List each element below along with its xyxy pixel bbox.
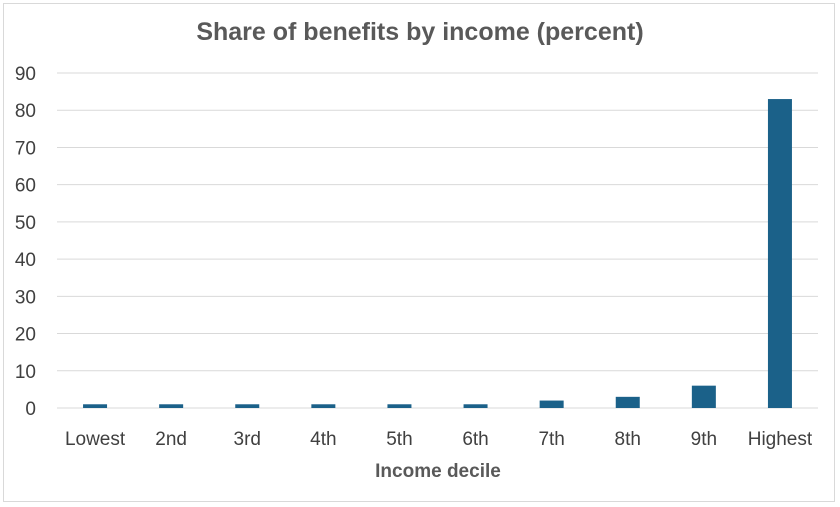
x-tick-label: 2nd xyxy=(155,429,187,450)
bar-5th xyxy=(387,404,412,408)
y-tick-label: 30 xyxy=(15,287,36,308)
x-axis-ticks: Lowest 2nd 3rd 4th 5th 6th 7th 8th 9th Highest xyxy=(65,429,813,450)
x-tick-label: 9th xyxy=(691,429,717,450)
y-axis-ticks: 0 10 20 30 40 50 60 70 80 90 xyxy=(15,64,36,420)
y-tick-label: 40 xyxy=(15,250,36,271)
x-tick-label: 4th xyxy=(310,429,336,450)
y-tick-label: 10 xyxy=(15,362,36,383)
x-tick-label: Lowest xyxy=(65,429,126,450)
bar-3rd xyxy=(235,404,260,408)
x-tick-label: 6th xyxy=(462,429,488,450)
bar-2nd xyxy=(159,404,184,408)
bar-highest xyxy=(767,99,792,409)
chart-area xyxy=(3,3,835,502)
bar-8th xyxy=(615,396,640,408)
y-tick-label: 90 xyxy=(15,64,36,85)
bars xyxy=(83,99,792,409)
bar-7th xyxy=(539,400,564,408)
x-tick-label: Highest xyxy=(748,429,813,450)
x-tick-label: 7th xyxy=(538,429,564,450)
y-tick-label: 50 xyxy=(15,213,36,234)
x-tick-label: 8th xyxy=(615,429,641,450)
x-tick-label: 5th xyxy=(386,429,412,450)
y-tick-label: 80 xyxy=(15,101,36,122)
x-tick-label: 3rd xyxy=(234,429,261,450)
bar-9th xyxy=(691,385,716,408)
y-tick-label: 20 xyxy=(15,325,36,346)
x-axis-title: Income decile xyxy=(375,461,501,482)
y-tick-label: 70 xyxy=(15,138,36,159)
y-tick-label: 0 xyxy=(25,399,36,420)
bar-lowest xyxy=(83,404,108,408)
gridlines xyxy=(57,72,818,409)
chart-title: Share of benefits by income (percent) xyxy=(196,18,643,46)
y-tick-label: 60 xyxy=(15,176,36,197)
bar-4th xyxy=(311,404,336,408)
bar-6th xyxy=(463,404,488,408)
